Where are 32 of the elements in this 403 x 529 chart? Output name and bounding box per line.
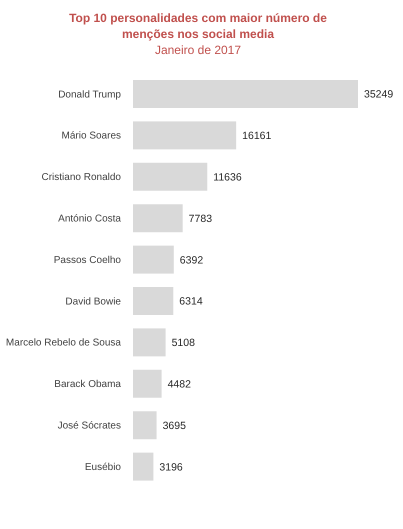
- data-label: 3196: [159, 461, 183, 474]
- bar: [133, 246, 174, 274]
- data-label: 4482: [168, 378, 192, 391]
- y-tick-label: David Bowie: [65, 296, 122, 308]
- bar: [133, 411, 157, 440]
- data-label: 6314: [179, 296, 203, 308]
- bar: [133, 370, 162, 398]
- data-label: 6392: [180, 254, 204, 266]
- data-label: 11636: [213, 172, 242, 184]
- y-tick-label: Mário Soares: [62, 130, 121, 142]
- data-label: 16161: [242, 130, 272, 142]
- bar: [133, 328, 166, 356]
- bar: [133, 452, 154, 481]
- data-label: 3695: [162, 420, 186, 432]
- bar: [133, 162, 208, 191]
- y-tick-label: Marcelo Rebelo de Sousa: [6, 338, 122, 349]
- bar: [133, 121, 236, 150]
- y-tick-label: Barack Obama: [54, 379, 122, 390]
- y-tick-label: Passos Coelho: [54, 254, 122, 266]
- y-tick-label: António Costa: [58, 213, 122, 224]
- bar: [133, 80, 358, 108]
- y-tick-label: Cristiano Ronaldo: [42, 172, 122, 184]
- y-tick-label: Eusébio: [84, 462, 122, 473]
- bar: [133, 287, 174, 315]
- y-tick-label: José Sócrates: [58, 420, 121, 432]
- bar: [133, 204, 183, 232]
- chart-title: Top 10 personalidades com maior número de menções nos social media: [68, 10, 328, 42]
- data-label: 5108: [172, 337, 196, 350]
- chart-subtitle: Janeiro de 2017: [154, 42, 242, 58]
- data-label: 7783: [188, 212, 212, 225]
- data-label: 35249: [364, 88, 394, 101]
- y-tick-label: Donald Trump: [58, 89, 122, 100]
